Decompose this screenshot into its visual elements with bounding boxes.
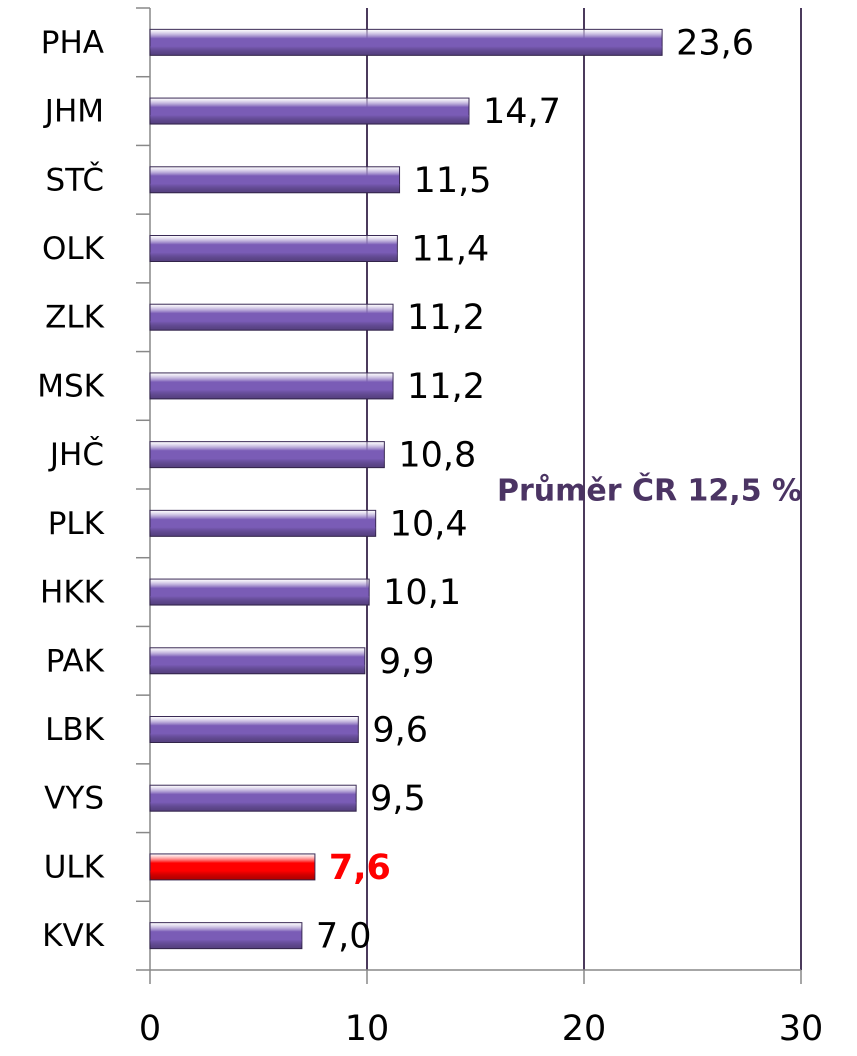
bar-shade <box>150 870 315 880</box>
value-label: 10,1 <box>383 573 461 613</box>
y-tick-label: PLK <box>48 506 105 542</box>
y-tick-label: LBK <box>45 712 105 748</box>
bar-shade <box>150 802 357 812</box>
annotation: Průměr ČR 12,5 % <box>497 472 802 509</box>
y-tick-label: KVK <box>42 918 105 954</box>
y-tick-label: PHA <box>41 25 104 61</box>
bar-shade <box>150 458 385 468</box>
y-tick-label: VYS <box>44 781 104 817</box>
bar-shade <box>150 252 398 262</box>
bar-shade <box>150 733 359 743</box>
value-label: 10,8 <box>398 436 476 476</box>
bar-shade <box>150 939 302 949</box>
bar-shade <box>150 596 370 606</box>
value-label: 23,6 <box>676 23 754 63</box>
x-tick-label: 30 <box>779 1009 824 1049</box>
value-label: 9,6 <box>372 711 428 751</box>
value-label: 11,5 <box>414 161 492 201</box>
bar-shade <box>150 115 469 125</box>
value-label: 10,4 <box>390 504 468 544</box>
value-label: 11,2 <box>407 298 485 338</box>
x-tick-label: 0 <box>139 1009 161 1049</box>
bar-shade <box>150 664 365 674</box>
value-label: 9,5 <box>370 779 426 819</box>
y-tick-label: PAK <box>46 643 105 679</box>
y-tick-label: JHČ <box>48 436 104 473</box>
value-label: 9,9 <box>379 642 435 682</box>
y-tick-label: HKK <box>40 575 105 611</box>
bar-shade <box>150 183 400 193</box>
x-tick-label: 20 <box>562 1009 607 1049</box>
value-label: 7,0 <box>316 917 372 957</box>
bar-shade <box>150 321 394 331</box>
y-tick-label: MSK <box>37 368 104 404</box>
y-tick-label: ULK <box>44 849 105 885</box>
y-tick-label: STČ <box>46 161 104 198</box>
y-tick-label: ZLK <box>45 300 105 336</box>
value-label: 7,6 <box>329 848 391 888</box>
bar-shade <box>150 46 663 56</box>
value-label: 11,4 <box>411 230 489 270</box>
bar-shade <box>150 527 376 537</box>
y-tick-label: OLK <box>42 231 105 267</box>
value-label: 14,7 <box>483 92 561 132</box>
value-label: 11,2 <box>407 367 485 407</box>
x-tick-label: 10 <box>345 1009 390 1049</box>
bar-shade <box>150 389 394 399</box>
y-tick-label: JHM <box>43 94 104 130</box>
